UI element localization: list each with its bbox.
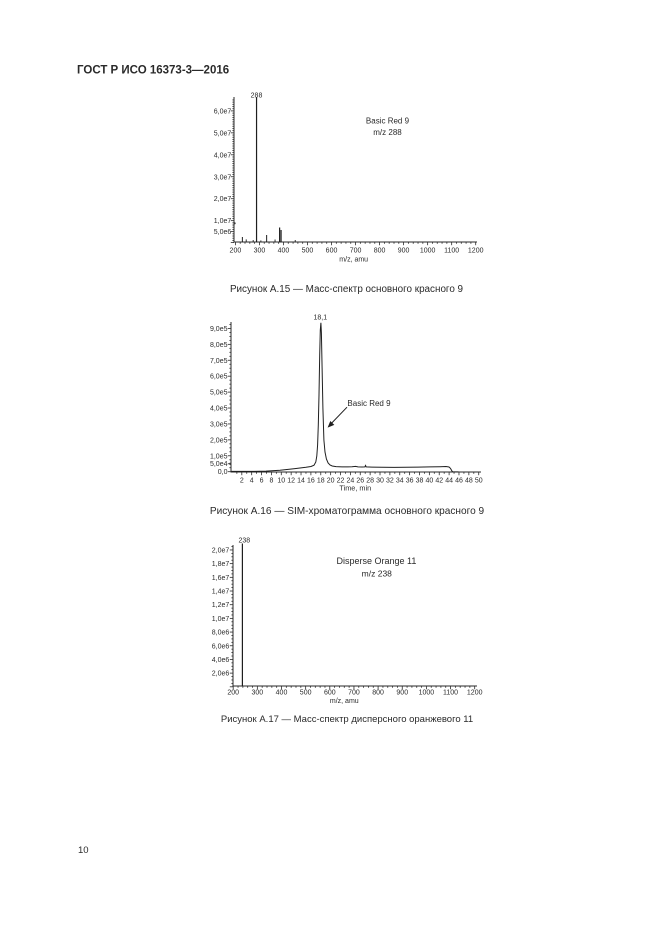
svg-text:1,0e7: 1,0e7 <box>214 218 232 225</box>
svg-text:Basic Red 9: Basic Red 9 <box>347 399 391 408</box>
svg-text:2,0e6: 2,0e6 <box>212 671 230 678</box>
svg-text:32: 32 <box>386 478 394 485</box>
svg-text:5,0e6: 5,0e6 <box>214 229 232 236</box>
svg-text:Time, min: Time, min <box>339 484 371 493</box>
svg-text:Disperse Orange 11: Disperse Orange 11 <box>336 556 416 566</box>
svg-text:1,8e7: 1,8e7 <box>212 561 230 568</box>
svg-text:800: 800 <box>374 247 386 254</box>
svg-text:500: 500 <box>300 690 312 697</box>
svg-text:Рисунок А.15 — Масс-спектр осн: Рисунок А.15 — Масс-спектр основного кра… <box>230 284 464 295</box>
svg-text:9,0e5: 9,0e5 <box>210 326 228 333</box>
svg-text:5,0e7: 5,0e7 <box>214 130 232 137</box>
svg-text:200: 200 <box>230 247 242 254</box>
svg-text:4,0e7: 4,0e7 <box>214 152 232 159</box>
svg-text:5,0e5: 5,0e5 <box>210 390 228 397</box>
svg-text:8,0e6: 8,0e6 <box>212 630 230 637</box>
svg-text:1200: 1200 <box>467 690 483 697</box>
svg-text:700: 700 <box>350 247 362 254</box>
svg-text:1100: 1100 <box>443 690 458 697</box>
svg-text:44: 44 <box>445 478 453 485</box>
svg-text:3,0e7: 3,0e7 <box>214 174 232 181</box>
svg-text:18,1: 18,1 <box>313 314 327 321</box>
svg-text:4: 4 <box>250 478 254 485</box>
svg-text:300: 300 <box>252 690 264 697</box>
svg-text:42: 42 <box>435 478 443 485</box>
svg-text:2: 2 <box>240 478 244 485</box>
svg-text:1,6e7: 1,6e7 <box>212 575 230 582</box>
svg-text:288: 288 <box>251 92 263 99</box>
svg-text:900: 900 <box>398 247 410 254</box>
svg-text:m/z 238: m/z 238 <box>362 569 393 579</box>
svg-text:10: 10 <box>78 845 89 856</box>
svg-text:400: 400 <box>278 247 290 254</box>
svg-text:38: 38 <box>416 478 424 485</box>
svg-text:28: 28 <box>366 478 374 485</box>
svg-text:2,0e7: 2,0e7 <box>212 547 230 554</box>
svg-text:8: 8 <box>269 478 273 485</box>
svg-text:600: 600 <box>324 690 336 697</box>
svg-text:1,0e7: 1,0e7 <box>212 616 230 623</box>
svg-text:900: 900 <box>396 690 408 697</box>
svg-text:0,0: 0,0 <box>218 469 228 476</box>
svg-text:20: 20 <box>327 478 335 485</box>
svg-text:6,0e7: 6,0e7 <box>214 108 232 115</box>
svg-text:36: 36 <box>406 478 414 485</box>
svg-text:46: 46 <box>455 478 463 485</box>
svg-text:Basic Red 9: Basic Red 9 <box>366 117 410 126</box>
svg-text:2,0e7: 2,0e7 <box>214 196 232 203</box>
svg-text:300: 300 <box>254 247 266 254</box>
svg-text:400: 400 <box>276 690 288 697</box>
svg-text:34: 34 <box>396 478 404 485</box>
svg-text:6: 6 <box>260 478 264 485</box>
svg-text:50: 50 <box>475 478 483 485</box>
svg-text:1,2e7: 1,2e7 <box>212 602 230 609</box>
svg-text:600: 600 <box>326 247 338 254</box>
svg-text:30: 30 <box>376 478 384 485</box>
svg-text:Рисунок А.16 — SIM-хроматограм: Рисунок А.16 — SIM-хроматограмма основно… <box>210 506 485 517</box>
svg-text:m/z, amu: m/z, amu <box>330 698 359 705</box>
svg-text:m/z, amu: m/z, amu <box>339 257 368 264</box>
svg-text:1000: 1000 <box>420 247 436 254</box>
svg-text:24: 24 <box>346 478 354 485</box>
svg-text:22: 22 <box>337 478 345 485</box>
svg-text:ГОСТ Р ИСО 16373-3—2016: ГОСТ Р ИСО 16373-3—2016 <box>77 65 229 77</box>
svg-text:3,0e5: 3,0e5 <box>210 421 228 428</box>
svg-text:Рисунок А.17 — Масс-спектр дис: Рисунок А.17 — Масс-спектр дисперсного о… <box>221 714 473 725</box>
svg-text:200: 200 <box>227 690 239 697</box>
svg-text:12: 12 <box>287 478 295 485</box>
svg-text:6,0e6: 6,0e6 <box>212 643 230 650</box>
svg-text:500: 500 <box>302 247 314 254</box>
svg-text:4,0e5: 4,0e5 <box>210 406 228 413</box>
svg-text:4,0e6: 4,0e6 <box>212 657 230 664</box>
svg-text:26: 26 <box>356 478 364 485</box>
svg-text:6,0e5: 6,0e5 <box>210 374 228 381</box>
svg-text:1,4e7: 1,4e7 <box>212 589 230 596</box>
svg-text:5,0e4: 5,0e4 <box>210 461 228 468</box>
svg-text:16: 16 <box>307 478 315 485</box>
svg-text:1,0e5: 1,0e5 <box>210 453 228 460</box>
svg-text:10: 10 <box>277 478 285 485</box>
svg-text:800: 800 <box>372 690 384 697</box>
svg-text:700: 700 <box>348 690 360 697</box>
svg-text:238: 238 <box>238 538 250 545</box>
svg-text:40: 40 <box>425 478 433 485</box>
svg-text:m/z 288: m/z 288 <box>373 128 402 137</box>
svg-text:14: 14 <box>297 478 305 485</box>
svg-text:8,0e5: 8,0e5 <box>210 342 228 349</box>
svg-text:1200: 1200 <box>468 247 484 254</box>
svg-text:7,0e5: 7,0e5 <box>210 358 228 365</box>
svg-text:1000: 1000 <box>419 690 435 697</box>
svg-text:48: 48 <box>465 478 473 485</box>
svg-text:18: 18 <box>317 478 325 485</box>
svg-text:1100: 1100 <box>444 247 459 254</box>
svg-text:2,0e5: 2,0e5 <box>210 437 228 444</box>
